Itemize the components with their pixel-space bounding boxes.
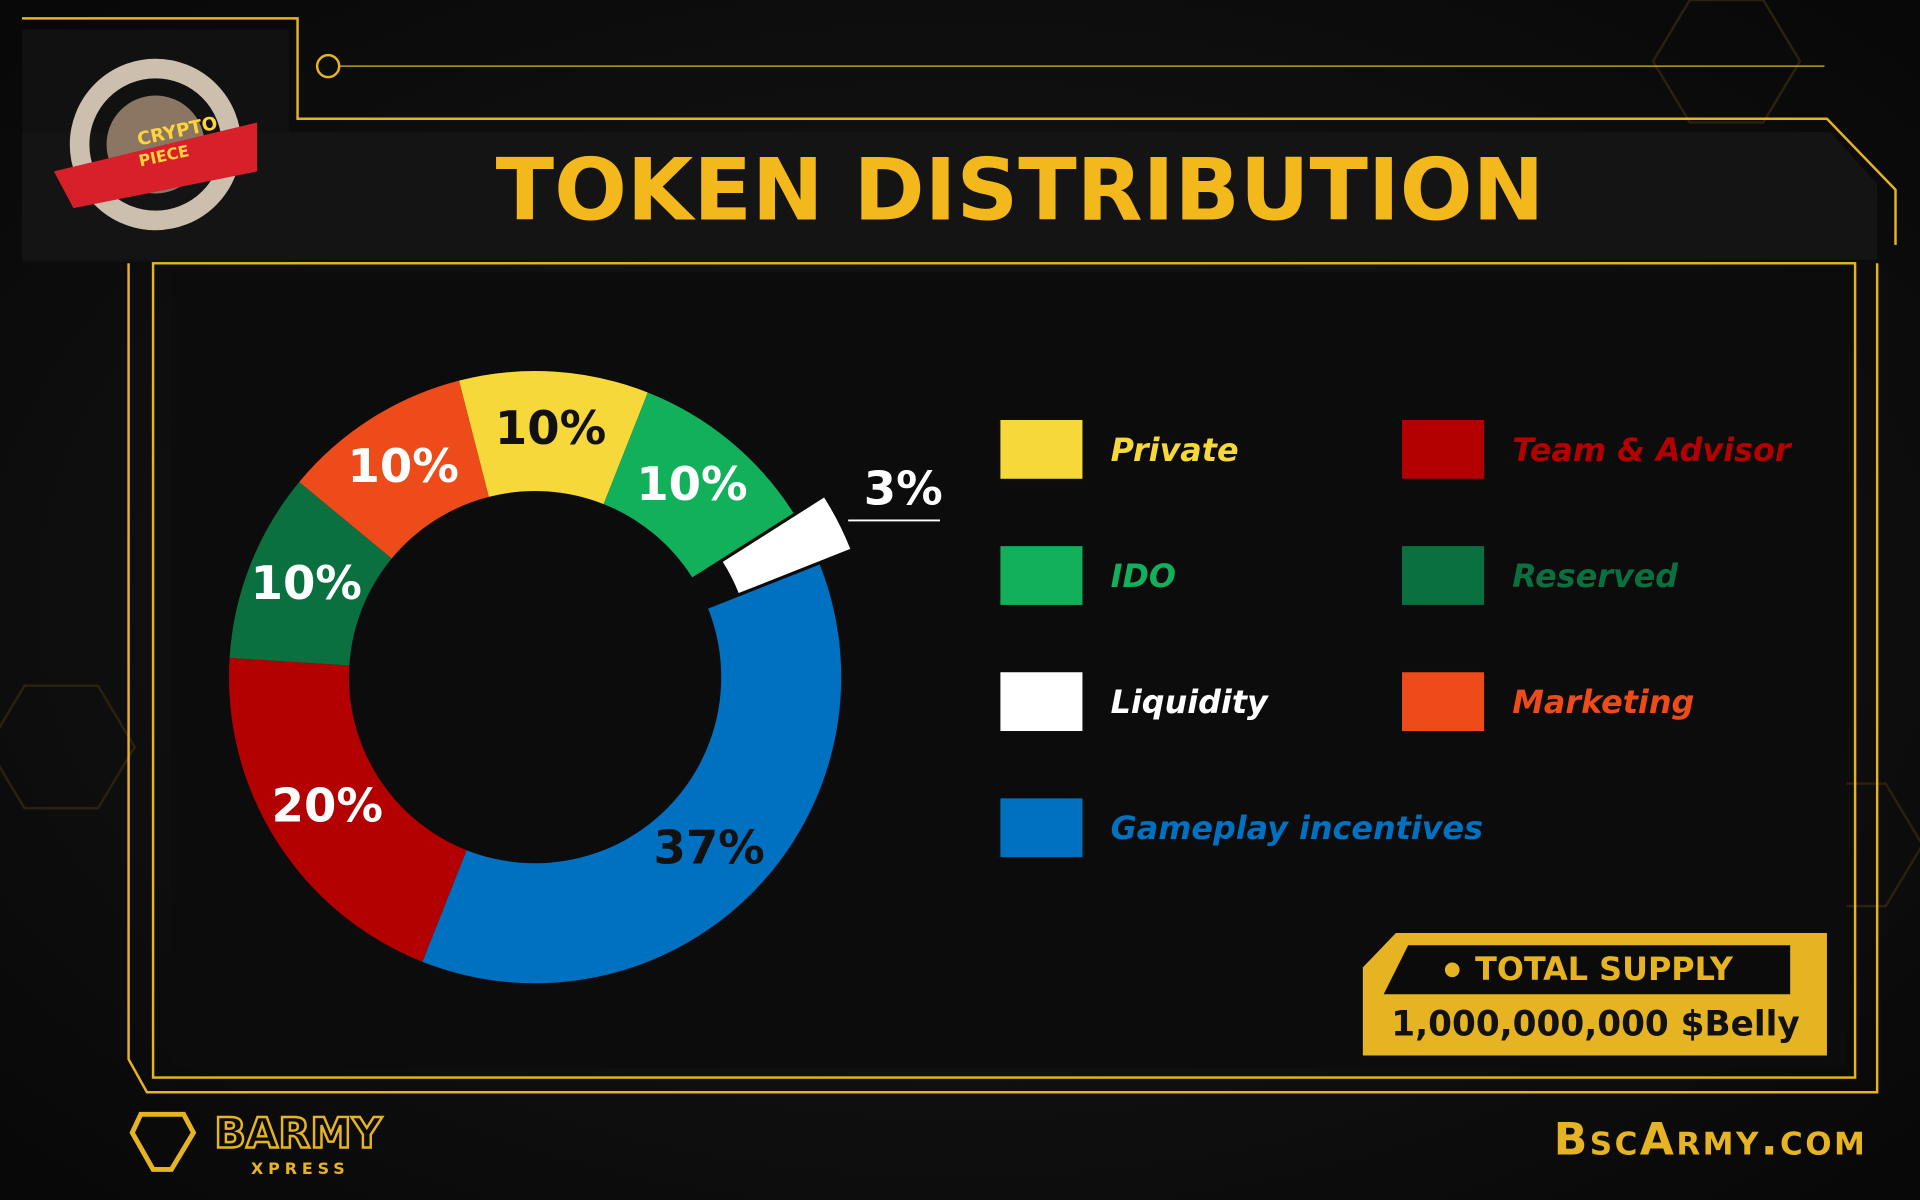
legend-swatch	[1402, 672, 1485, 732]
legend-label: IDO	[1111, 557, 1176, 595]
donut-slice	[299, 380, 489, 559]
legend-swatch	[1402, 420, 1485, 479]
legend-label: Team & Advisor	[1512, 431, 1793, 469]
legend-swatch	[1000, 798, 1083, 858]
supply-label: TOTAL SUPPLY	[1475, 950, 1734, 988]
legend-swatch	[1000, 672, 1083, 732]
ribbon	[53, 122, 258, 209]
supply-amount: 1,000,000,000 $Belly	[1391, 1005, 1799, 1045]
legend-swatch	[1000, 546, 1083, 605]
legend: Private IDO Liquidity Gameplay incentives Te…	[1000, 420, 1793, 858]
donut-slice	[229, 482, 392, 666]
supply-label-bar	[1383, 945, 1791, 995]
donut-slice	[603, 392, 794, 578]
site-url: BscArmy.com	[1554, 1114, 1868, 1165]
legend-swatch	[1402, 546, 1485, 605]
slice-label: 20%	[272, 779, 383, 833]
donut-slice	[228, 657, 467, 962]
slice-label: 10%	[636, 457, 747, 511]
donut-slice	[722, 497, 851, 594]
legend-label: Reserved	[1512, 557, 1679, 595]
brand-name: BARMY	[214, 1108, 382, 1157]
total-supply: TOTAL SUPPLY 1,000,000,000 $Belly	[1362, 933, 1827, 1056]
legend-label: Private	[1111, 431, 1239, 469]
donut: 10% 10% 3% 37% 20% 10% 10%	[228, 371, 943, 984]
slice-label: 10%	[495, 401, 606, 455]
logo: CRYPTO PIECE	[53, 58, 258, 231]
brand-icon	[129, 1111, 197, 1172]
slice-label: 37%	[653, 821, 764, 875]
slice-label: 10%	[348, 439, 459, 493]
slice-label: 3%	[864, 462, 943, 516]
footer-brand: BARMY XPRESS	[129, 1107, 384, 1178]
frame	[22, 17, 1897, 1094]
donut-slice	[422, 564, 842, 984]
legend-label: Marketing	[1512, 683, 1694, 721]
slice-label: 10%	[251, 556, 362, 610]
donut-slice	[458, 371, 648, 505]
brand-sub: XPRESS	[251, 1159, 350, 1178]
legend-label: Gameplay incentives	[1111, 809, 1483, 847]
legend-label: Liquidity	[1111, 683, 1269, 721]
legend-swatch	[1000, 420, 1083, 479]
title-bar	[22, 132, 1878, 260]
chart-title: TOKEN DISTRIBUTION	[496, 140, 1545, 240]
bullet	[1444, 962, 1460, 978]
